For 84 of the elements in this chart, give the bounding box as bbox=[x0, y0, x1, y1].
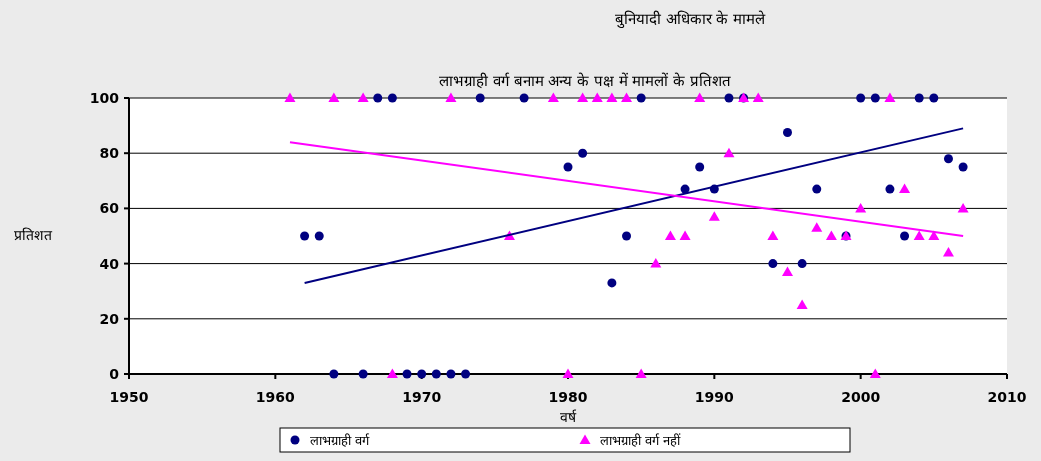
point bbox=[767, 230, 779, 240]
point bbox=[943, 154, 953, 164]
x-tick-label: 1950 bbox=[109, 389, 149, 405]
point bbox=[461, 369, 471, 379]
point bbox=[475, 93, 485, 103]
point bbox=[797, 259, 807, 269]
x-tick-label: 2000 bbox=[841, 389, 881, 405]
point bbox=[636, 93, 646, 103]
point bbox=[358, 369, 368, 379]
point bbox=[768, 259, 778, 269]
legend-label: लाभग्राही वर्ग नहीं bbox=[600, 433, 682, 448]
x-axis-title: वर्ष bbox=[560, 409, 577, 425]
point bbox=[957, 202, 969, 213]
point bbox=[387, 93, 397, 103]
point bbox=[884, 92, 896, 102]
point bbox=[695, 162, 705, 172]
y-tick-label: 0 bbox=[109, 366, 120, 382]
point bbox=[783, 128, 792, 137]
x-tick-label: 1990 bbox=[694, 389, 735, 405]
point bbox=[329, 369, 339, 379]
point bbox=[578, 148, 588, 158]
point bbox=[942, 247, 954, 257]
point bbox=[958, 162, 968, 172]
point bbox=[622, 231, 632, 241]
chart-subtitle: लाभग्राही वर्ग बनाम अन्य के पक्ष में मामलों के प्रतिशत bbox=[439, 72, 731, 90]
point bbox=[621, 92, 633, 102]
point bbox=[650, 258, 662, 268]
y-tick-label: 100 bbox=[89, 90, 120, 106]
y-tick-label: 40 bbox=[99, 255, 120, 272]
y-tick-label: 60 bbox=[99, 200, 120, 217]
point bbox=[664, 230, 676, 240]
point bbox=[519, 93, 529, 103]
point bbox=[446, 369, 456, 379]
point bbox=[752, 92, 764, 102]
point bbox=[607, 278, 617, 288]
point bbox=[870, 93, 880, 103]
point bbox=[914, 93, 924, 103]
x-tick-label: 2010 bbox=[987, 389, 1027, 405]
point bbox=[373, 93, 383, 103]
point bbox=[357, 92, 369, 102]
point bbox=[402, 369, 412, 379]
point bbox=[825, 230, 837, 240]
point bbox=[300, 231, 310, 241]
point bbox=[869, 368, 881, 378]
point bbox=[929, 93, 939, 103]
x-tick-label: 1970 bbox=[402, 389, 442, 405]
point bbox=[328, 92, 340, 102]
point bbox=[856, 93, 866, 103]
legend-label: लाभग्राही वर्ग bbox=[310, 433, 371, 448]
y-tick-label: 80 bbox=[99, 145, 120, 162]
point bbox=[899, 183, 911, 194]
y-tick-label: 20 bbox=[99, 310, 120, 327]
point bbox=[913, 230, 925, 240]
point bbox=[680, 184, 690, 194]
point bbox=[723, 147, 735, 158]
point bbox=[386, 368, 398, 378]
point bbox=[900, 231, 910, 241]
point bbox=[562, 368, 574, 378]
point bbox=[928, 230, 940, 240]
point bbox=[855, 202, 867, 213]
point bbox=[724, 93, 734, 103]
point bbox=[796, 299, 808, 309]
point bbox=[563, 162, 573, 172]
point bbox=[694, 92, 706, 102]
point bbox=[812, 184, 822, 194]
x-tick-label: 1960 bbox=[255, 389, 296, 405]
y-axis-title: प्रतिशत bbox=[14, 227, 53, 243]
point bbox=[811, 222, 823, 232]
point bbox=[577, 92, 589, 102]
point bbox=[606, 92, 618, 102]
point bbox=[708, 211, 720, 221]
point bbox=[591, 92, 603, 102]
point bbox=[284, 92, 296, 102]
point bbox=[782, 266, 793, 276]
x-tick-label: 1980 bbox=[548, 389, 588, 405]
point bbox=[885, 184, 895, 194]
point bbox=[635, 368, 647, 378]
point bbox=[445, 92, 457, 102]
point bbox=[547, 92, 559, 102]
point bbox=[431, 369, 441, 379]
point bbox=[679, 230, 691, 240]
point bbox=[417, 369, 427, 379]
point bbox=[314, 231, 324, 241]
chart-title: बुनियादी अधिकार के मामले bbox=[614, 10, 767, 29]
